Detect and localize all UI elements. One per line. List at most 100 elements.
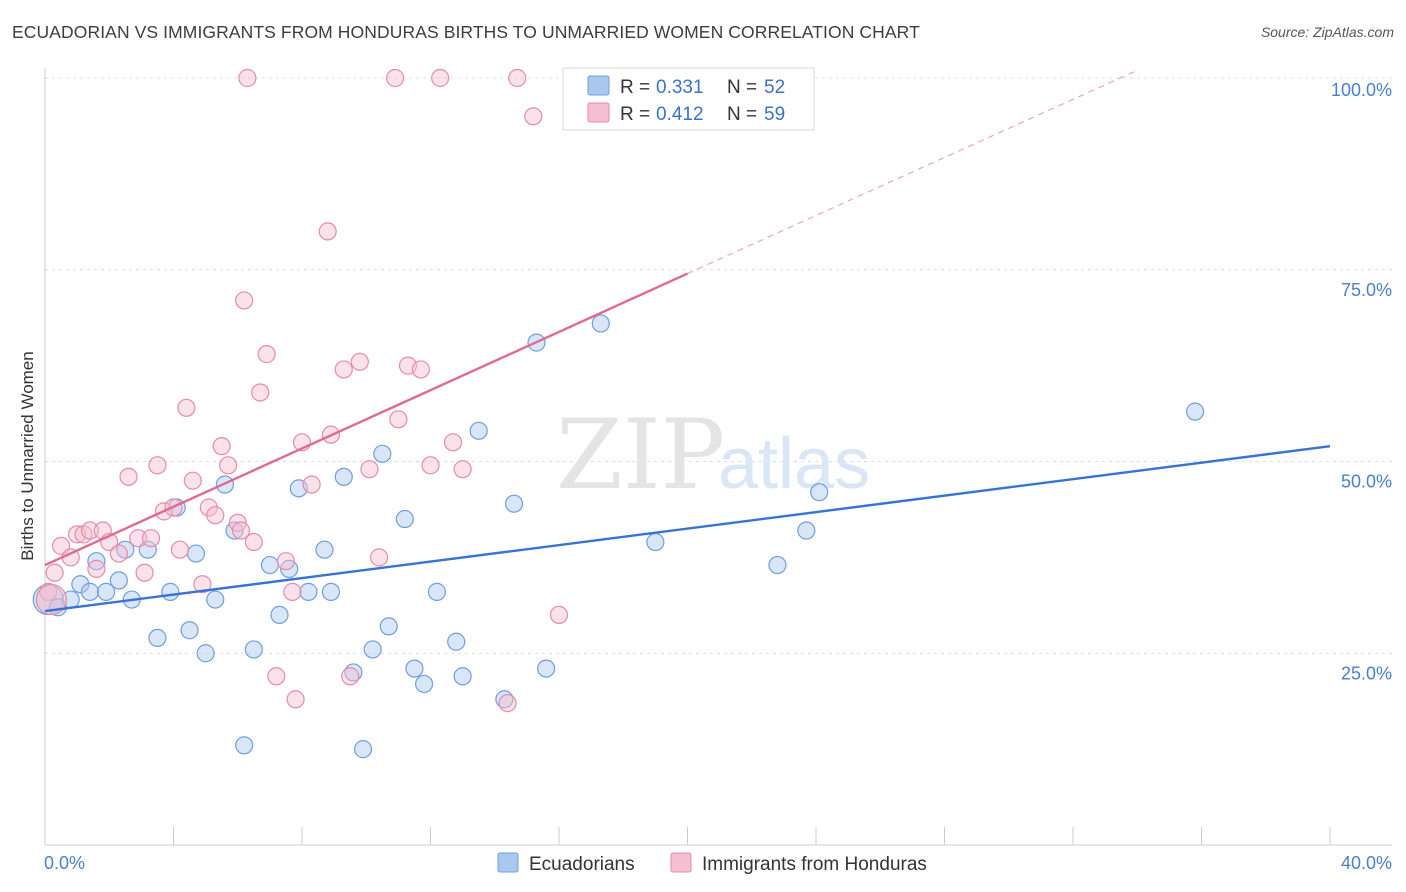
legend-n-value-ecuadorians: 52 [764,77,785,98]
honduras-point-30 [244,532,263,552]
honduras-point-27 [231,521,251,540]
honduras-point-56 [524,107,543,126]
honduras-point-57 [549,605,569,625]
legend-r-label-ecuadorians: R = [620,77,650,98]
gridlines [45,77,1392,654]
legend-r-label-honduras: R = [620,104,650,125]
honduras-point-10 [109,544,128,563]
honduras-point-47 [389,410,408,429]
honduras-point-1 [45,563,64,582]
y-tick-label-50: 50.0% [1341,472,1392,492]
ecuadorians-point-23 [270,605,289,625]
honduras-point-32 [257,345,276,364]
honduras-point-51 [431,68,450,88]
legend-r-value-ecuadorians: 0.331 [656,77,704,98]
legend-swatch-ecuadorians [587,75,610,96]
legend-bottom-swatch-honduras [670,852,692,873]
honduras-point-46 [386,68,405,88]
legend-n-label-ecuadorians: N = [727,77,757,98]
legend-n-label-honduras: N = [727,104,757,125]
honduras-point-52 [443,433,463,452]
ecuadorians-point-39 [447,632,466,651]
legend-bottom-swatch-ecuadorians [497,852,519,873]
honduras-point-49 [411,360,430,379]
trend-lines [44,69,1331,613]
honduras-point-29 [238,68,257,88]
legend-bottom-label-ecuadorians: Ecuadorians [529,854,635,875]
ecuadorians-point-17 [206,590,225,609]
ecuadorians-point-47 [646,532,665,552]
series-honduras-points [35,68,569,713]
y-tick-label-100: 100.0% [1331,80,1392,100]
honduras-point-21 [193,575,212,594]
ecuadorians-point-46 [591,314,610,333]
ecuadorians-point-37 [414,674,434,694]
legend-n-value-honduras: 59 [764,104,785,125]
watermark-atlas: atlas [718,424,870,504]
y-tick-label-25: 25.0% [1341,663,1392,683]
honduras-point-53 [453,460,472,479]
source-credit: Source: ZipAtlas.com [1260,24,1394,40]
honduras-point-15 [148,456,167,475]
honduras-point-45 [370,548,389,567]
ecuadorians-point-27 [315,540,334,559]
honduras-point-44 [360,460,379,479]
ecuadorians-point-33 [373,444,392,463]
honduras-point-55 [508,68,527,88]
honduras-point-38 [302,475,321,494]
ecuadorians-point-21 [244,640,263,659]
honduras-point-58 [35,583,68,616]
ecuadorians-point-3 [71,575,90,594]
legend-swatch-honduras [587,102,610,123]
watermark: ZIP atlas [556,399,870,511]
honduras-point-23 [206,506,225,525]
legend-stats: R = 0.331 N = 52 R = 0.412 N = 59 [562,67,815,131]
legend-series: Ecuadorians Immigrants from Honduras [497,852,927,875]
chart-title: ECUADORIAN VS IMMIGRANTS FROM HONDURAS B… [12,22,920,42]
honduras-point-31 [251,383,270,402]
x-tick-label-min: 0.0% [44,853,85,873]
ecuadorians-point-50 [810,483,829,502]
ecuadorians-point-7 [109,571,128,590]
ecuadorians-point-20 [235,736,254,755]
ecuadorians-point-28 [321,582,341,601]
ecuadorians-point-15 [186,544,206,563]
ecuadorians-point-43 [504,494,524,513]
ecuadorians-point-38 [427,582,447,601]
honduras-trend-line [44,272,688,567]
ecuadorians-point-41 [469,421,488,440]
honduras-point-25 [219,456,238,475]
ecuadorians-point-36 [405,659,424,678]
ecuadorians-point-45 [537,659,556,678]
honduras-point-18 [170,540,190,559]
ecuadorians-trend-line [44,444,1331,613]
ecuadorians-point-35 [395,509,414,529]
honduras-point-34 [276,552,296,571]
honduras-point-20 [183,471,202,490]
y-axis-label: Births to Unmarried Women [18,351,37,560]
honduras-point-14 [141,529,161,548]
ecuadorians-point-34 [379,617,398,636]
y-tick-label-75: 75.0% [1341,280,1392,300]
legend-bottom-label-honduras: Immigrants from Honduras [702,854,927,875]
ecuadorians-point-14 [180,621,199,640]
ecuadorians-point-16 [196,644,215,663]
ecuadorians-point-11 [148,628,167,648]
ecuadorians-point-22 [260,555,279,575]
honduras-point-7 [87,559,106,578]
honduras-point-19 [177,398,196,417]
ecuadorians-point-31 [353,740,373,759]
ecuadorians-point-6 [96,582,116,601]
honduras-point-12 [129,529,148,548]
honduras-point-36 [286,690,305,709]
x-tick-label-max: 40.0% [1341,853,1392,873]
honduras-point-33 [267,667,286,686]
ecuadorians-point-51 [1185,402,1205,421]
honduras-point-50 [421,456,440,475]
ecuadorians-point-49 [797,521,816,540]
honduras-point-6 [80,521,100,540]
y-tick-labels: 25.0% 50.0% 75.0% 100.0% [1331,80,1392,683]
ecuadorians-point-40 [453,667,472,686]
honduras-point-35 [283,582,302,601]
